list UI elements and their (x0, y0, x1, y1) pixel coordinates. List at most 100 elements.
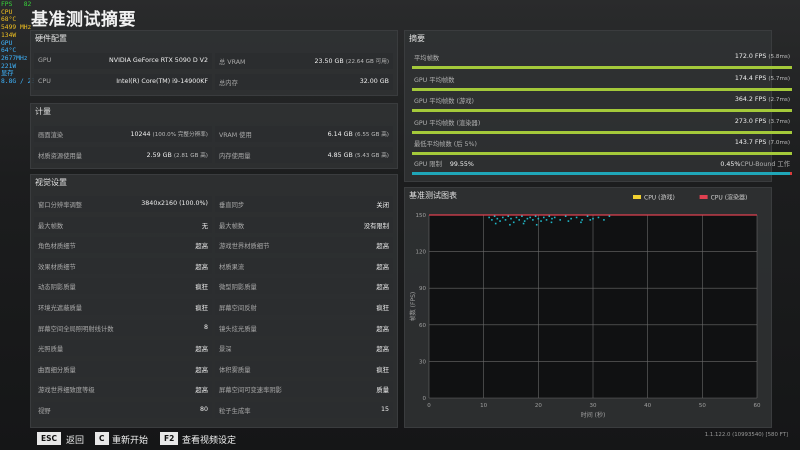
gpu-data-point (515, 216, 518, 219)
visual-settings-panel: 视觉设置 窗口分辨率调整 3840x2160 (100.0%) 垂直同步 关闭 最大帧数… (30, 174, 398, 428)
gpu-data-point (534, 215, 537, 218)
summary-bar-label: GPU 平均帧数 (渲染器) (414, 119, 481, 127)
summary-bar-detail: (2.7ms) (768, 97, 790, 103)
setting-label: 动态阴影质量 (38, 284, 76, 292)
setting-value: 超高 (376, 325, 389, 333)
gpu-limit-bar: GPU 限制 99.55% 0.45%CPU-Bound 工作 (412, 157, 792, 175)
x-tick-label: 60 (754, 403, 761, 409)
summary-bar-track (412, 66, 792, 69)
c-key[interactable]: C (95, 432, 109, 445)
chart-panel: 基准测试图表 0 10 20 30 40 50 60 0 30 60 90 120 150 时间 (秒) 帧… (404, 187, 772, 428)
setting-value: 疯狂 (195, 284, 208, 292)
setting-value: 超高 (376, 284, 389, 292)
y-tick-label: 150 (416, 213, 427, 219)
summary-bar-value: 172.0 FPS (734, 53, 767, 60)
setting-value: 8 (203, 323, 208, 331)
chart-title: 基准测试图表 (409, 191, 457, 200)
setting-value: 超高 (195, 387, 208, 395)
gpu-data-point (526, 217, 529, 220)
gpu-data-point (518, 219, 520, 221)
setting-label: 视野 (38, 408, 51, 415)
summary-bar-label: GPU 平均帧数 (游戏) (414, 98, 474, 105)
setting-row: 最大帧数 没有限制 (215, 216, 393, 233)
summary-bar-fill (412, 152, 792, 155)
benchmark-chart: 0 10 20 30 40 50 60 0 30 60 90 120 150 时间 (秒) 帧数 (FPS)… (409, 194, 761, 420)
osd-fps-label: FPS (1, 1, 13, 8)
gpu-data-point (575, 216, 578, 219)
hw-vram-detail: (22.64 GB 可用) (345, 59, 389, 65)
setting-label: 屏幕空间全局照明射线计数 (38, 325, 114, 333)
setting-row: 效果材质细节 超高 (34, 257, 212, 274)
setting-value: 超高 (376, 243, 389, 251)
stats-mat-row: 材质资源使用量 2.59 GB (2.81 GB 高) (34, 147, 212, 163)
setting-row: 垂直同步 关闭 (215, 196, 393, 212)
gpu-data-point (512, 221, 515, 224)
hw-mem-label: 总内存 (219, 80, 238, 87)
osd-cpu-power: 134W (1, 31, 17, 39)
stats-mat-detail: (2.81 GB 高) (173, 153, 208, 159)
gpu-data-point (532, 219, 534, 221)
gpu-data-point (540, 220, 542, 222)
back-button[interactable]: 返回 (66, 436, 85, 446)
legend-swatch (699, 195, 708, 199)
hw-gpu-label: GPU (38, 57, 52, 64)
esc-key[interactable]: ESC (37, 432, 62, 445)
setting-row: 屏幕空间全局照明射线计数 8 (34, 319, 212, 336)
summary-bar: GPU 平均帧数 (渲染器) 273.0 FPS (3.7ms) (412, 116, 792, 134)
x-tick-label: 0 (427, 403, 431, 409)
y-tick-label: 0 (423, 396, 427, 402)
osd-gpu-temp: 64°C (1, 47, 17, 55)
setting-value: 80 (199, 406, 208, 413)
setting-label: 材质果流 (219, 263, 245, 271)
setting-value: 疯狂 (376, 305, 389, 312)
setting-value: 无 (201, 222, 208, 230)
osd-gpu-power: 221W (1, 62, 17, 70)
setting-value: 超高 (195, 243, 208, 251)
gpu-data-point (491, 219, 493, 221)
gpu-data-point (550, 221, 553, 224)
setting-value: 超高 (195, 366, 208, 374)
gpu-data-point (493, 215, 496, 218)
gpu-data-point (529, 216, 531, 219)
restart-button[interactable]: 重新开始 (112, 436, 149, 446)
gpu-data-point (581, 219, 583, 221)
setting-label: 游戏世界材质细节 (219, 243, 270, 251)
setting-row: 微型阴影质量 超高 (215, 278, 393, 295)
y-tick-label: 90 (419, 286, 426, 292)
summary-bar: GPU 平均帧数 174.4 FPS (5.7ms) (412, 73, 792, 91)
f2-key[interactable]: F2 (160, 432, 179, 445)
gpu-data-point (608, 215, 611, 218)
x-tick-label: 30 (590, 403, 597, 409)
summary-bar-detail: (3.7ms) (768, 118, 790, 125)
y-tick-label: 60 (419, 323, 426, 329)
setting-value: 15 (380, 406, 389, 413)
gpu-data-point (521, 215, 523, 218)
legend-label: CPU (游戏) (644, 194, 675, 202)
stats-mem-row: 内存使用量 4.85 GB (5.43 GB 高) (215, 147, 393, 163)
gpu-data-point (502, 216, 504, 219)
summary-bar-label: 最低平均帧数 (后 5%) (414, 141, 477, 148)
setting-label: 屏幕空间反射 (219, 305, 257, 312)
version-text: 1.1.122.0 (10993540) [580 FT] (704, 432, 788, 438)
setting-label: 景深 (219, 346, 232, 354)
summary-bar-detail: (5.7ms) (768, 75, 790, 82)
gpu-data-point (504, 219, 507, 221)
setting-row: 视野 80 (34, 402, 212, 418)
gpu-data-point (535, 223, 538, 226)
x-axis-label: 时间 (秒) (581, 411, 606, 419)
gpu-limit-fill (412, 172, 791, 175)
gpu-data-point (597, 216, 600, 219)
summary-bar: GPU 平均帧数 (游戏) 364.2 FPS (2.7ms) (412, 94, 792, 112)
summary-bar-value: 174.4 FPS (734, 74, 767, 82)
gpu-data-point (570, 217, 572, 220)
view-video-settings-button[interactable]: 查看视频设定 (182, 436, 237, 446)
summary-bar-label: 平均帧数 (414, 55, 440, 62)
stats-mem-value: 4.85 GB (327, 152, 353, 159)
setting-label: 镜头炫光质量 (219, 325, 257, 333)
gpu-data-point (537, 217, 540, 220)
cpu-bound-value: 0.45% (720, 161, 741, 168)
setting-label: 游戏世界细致度等级 (38, 387, 95, 395)
hw-cpu-row: CPU Intel(R) Core(TM) i9-14900KF (34, 74, 212, 90)
setting-value: 没有限制 (363, 222, 389, 230)
setting-label: 屏幕空间可变速率阴影 (219, 387, 282, 395)
